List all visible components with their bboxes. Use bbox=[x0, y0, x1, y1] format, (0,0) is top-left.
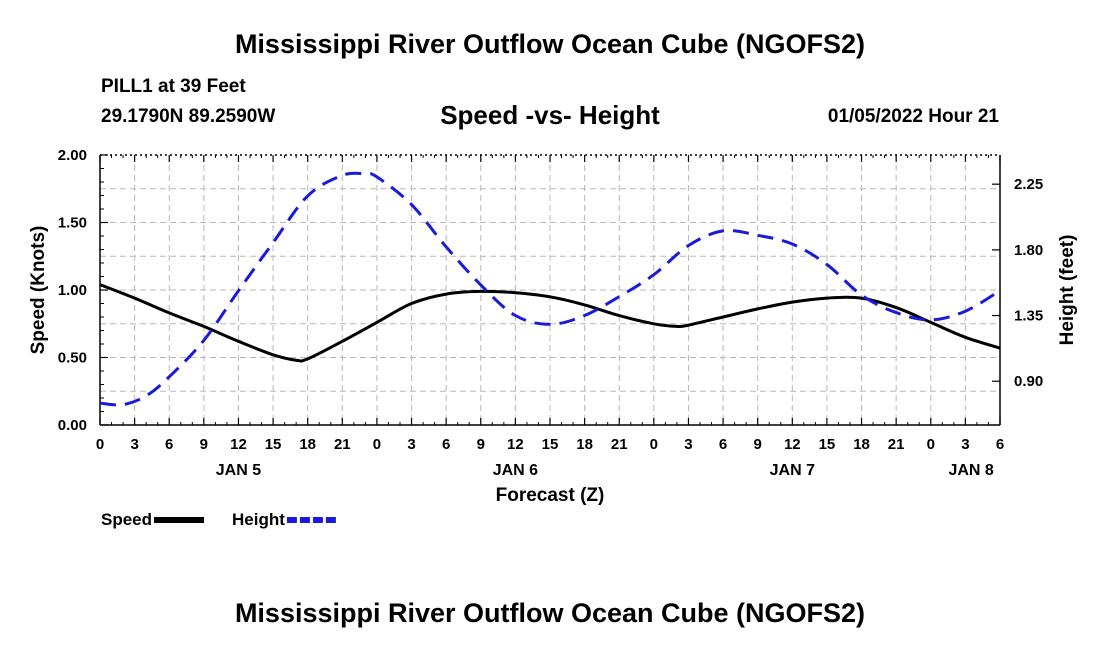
legend-label-height: Height bbox=[232, 510, 285, 529]
x-tick-label: 0 bbox=[650, 436, 658, 453]
x-axis-title: Forecast (Z) bbox=[496, 485, 605, 506]
x-tick-label: 3 bbox=[961, 436, 969, 453]
speed-series-line bbox=[99, 283, 1001, 363]
x-tick-label: 9 bbox=[754, 436, 762, 453]
station-coordinates: 29.1790N 89.2590W bbox=[101, 106, 276, 127]
y2-tick-label: 0.90 bbox=[1014, 373, 1043, 390]
forecast-datetime: 01/05/2022 Hour 21 bbox=[827, 106, 999, 127]
x-tick-label: 0 bbox=[373, 436, 381, 453]
chart-subtitle: Speed -vs- Height bbox=[440, 100, 660, 130]
y2-tick-label: 1.80 bbox=[1014, 242, 1043, 259]
x-tick-label: 15 bbox=[542, 436, 559, 453]
y-axis-title: Speed (Knots) bbox=[28, 226, 49, 355]
y-tick-label: 1.00 bbox=[58, 282, 87, 299]
day-label: JAN 6 bbox=[493, 462, 538, 479]
day-label: JAN 7 bbox=[770, 462, 815, 479]
y2-axis-title: Height (feet) bbox=[1057, 235, 1078, 346]
x-tick-label: 12 bbox=[507, 436, 524, 453]
x-tick-label: 6 bbox=[165, 436, 173, 453]
footer-title: Mississippi River Outflow Ocean Cube (NG… bbox=[234, 598, 866, 628]
y-tick-label: 0.50 bbox=[58, 350, 87, 367]
x-tick-label: 12 bbox=[230, 436, 247, 453]
y-tick-label: 2.00 bbox=[58, 147, 87, 164]
x-tick-label: 3 bbox=[684, 436, 692, 453]
x-tick-label: 21 bbox=[888, 436, 905, 453]
day-label: JAN 8 bbox=[948, 462, 993, 479]
x-tick-label: 3 bbox=[130, 436, 138, 453]
x-tick-label: 0 bbox=[927, 436, 935, 453]
x-tick-label: 3 bbox=[407, 436, 415, 453]
y2-tick-label: 1.35 bbox=[1014, 308, 1043, 325]
x-tick-label: 18 bbox=[853, 436, 870, 453]
x-tick-label: 6 bbox=[996, 436, 1004, 453]
x-tick-label: 15 bbox=[265, 436, 282, 453]
x-tick-label: 0 bbox=[96, 436, 104, 453]
x-tick-label: 6 bbox=[442, 436, 450, 453]
height-series-line bbox=[99, 171, 1001, 407]
x-tick-label: 6 bbox=[719, 436, 727, 453]
legend-label-speed: Speed bbox=[101, 510, 152, 529]
x-tick-label: 21 bbox=[611, 436, 628, 453]
y-tick-label: 0.00 bbox=[58, 417, 87, 434]
x-tick-label: 12 bbox=[784, 436, 801, 453]
x-tick-label: 9 bbox=[477, 436, 485, 453]
x-tick-label: 15 bbox=[819, 436, 836, 453]
chart-main-title: Mississippi River Outflow Ocean Cube (NG… bbox=[234, 29, 866, 59]
x-tick-label: 18 bbox=[576, 436, 593, 453]
x-tick-label: 21 bbox=[334, 436, 351, 453]
y-tick-label: 1.50 bbox=[58, 215, 87, 232]
station-name: PILL1 at 39 Feet bbox=[101, 76, 246, 97]
y2-tick-label: 2.25 bbox=[1014, 176, 1043, 193]
x-tick-label: 18 bbox=[299, 436, 316, 453]
day-label: JAN 5 bbox=[216, 462, 261, 479]
x-tick-label: 9 bbox=[200, 436, 208, 453]
